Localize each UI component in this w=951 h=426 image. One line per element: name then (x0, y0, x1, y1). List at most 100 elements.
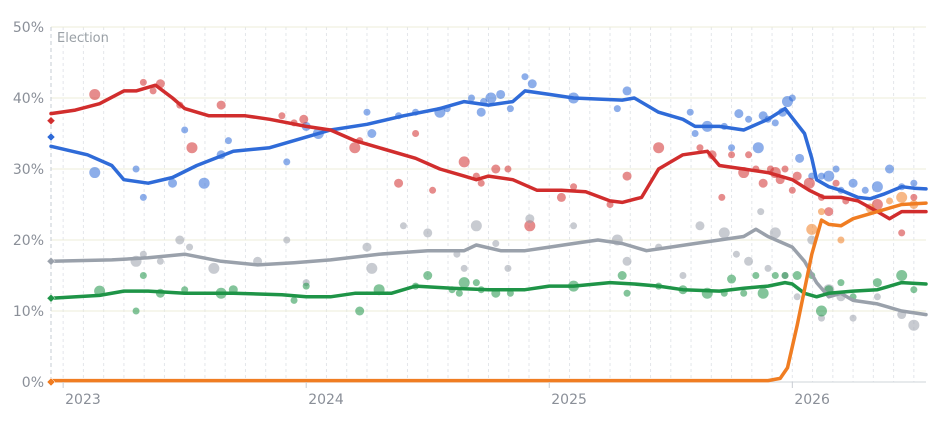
poll-point (524, 220, 536, 232)
trend-line (49, 201, 928, 383)
poll-point (817, 172, 825, 180)
election-result-marker (46, 132, 56, 142)
poll-point (691, 130, 699, 137)
poll-point (872, 278, 882, 288)
poll-point (476, 107, 486, 117)
poll-point (745, 151, 753, 159)
x-tick-label: 2026 (794, 392, 830, 408)
poll-point (506, 105, 514, 113)
poll-point (686, 108, 694, 116)
y-tick-label: 30% (13, 162, 44, 178)
election-result-marker (46, 293, 56, 303)
trend-line (49, 227, 928, 317)
y-tick-label: 50% (13, 20, 44, 36)
poll-point (89, 88, 101, 100)
trend-line (49, 280, 928, 300)
poll-point (910, 179, 918, 187)
poll-point (556, 192, 566, 202)
poll-point (423, 271, 433, 280)
poll-point (491, 164, 501, 174)
poll-point (832, 179, 840, 187)
poll-point (470, 220, 482, 232)
poll-point (278, 112, 286, 120)
poll-point (873, 293, 881, 301)
poll-point (399, 222, 407, 230)
poll-point (861, 186, 869, 194)
poll-point (728, 144, 736, 152)
poll-point (718, 227, 730, 239)
poll-point (885, 164, 895, 174)
poll-point (423, 228, 433, 238)
poll-point (570, 222, 578, 230)
poll-point (283, 158, 291, 166)
poll-point (477, 179, 485, 187)
poll-point (806, 223, 818, 235)
poll-point (803, 177, 815, 189)
poll-point (910, 286, 918, 294)
poll-point (139, 78, 147, 86)
poll-point (871, 199, 883, 210)
poll-point (617, 271, 627, 280)
poll-point (570, 183, 578, 191)
poll-point (910, 193, 918, 201)
poll-point (485, 92, 497, 104)
poll-point (458, 277, 470, 289)
x-tick-label: 2025 (551, 392, 587, 408)
poll-point (815, 305, 827, 317)
poll-point (198, 177, 210, 189)
poll-point (757, 208, 765, 216)
poll-point (744, 256, 754, 266)
poll-point (781, 165, 789, 173)
axis-labels: 0% 10% 20% 30% 40% 50% 2023 2024 2025 2026 (13, 20, 830, 408)
poll-point (792, 171, 802, 181)
poll-point (175, 235, 185, 245)
poll-point (156, 257, 164, 265)
poll-point (837, 279, 845, 287)
trend-lines (49, 83, 928, 383)
poll-point (758, 178, 768, 188)
poll-point (769, 227, 781, 239)
poll-point (732, 250, 740, 258)
poll-point (752, 272, 760, 279)
poll-point (186, 142, 198, 154)
poll-point (886, 197, 894, 205)
poll-point (764, 264, 772, 272)
poll-point (467, 94, 475, 102)
election-result-marker (46, 116, 56, 126)
poll-point (679, 272, 687, 279)
poll-point (898, 229, 906, 237)
poll-point (139, 193, 147, 201)
poll-point (871, 181, 883, 193)
poll-point (186, 243, 194, 251)
poll-point (290, 296, 298, 304)
poll-point (283, 236, 291, 244)
poll-point (181, 126, 189, 134)
poll-point (695, 221, 705, 231)
x-tick-label: 2023 (65, 392, 101, 408)
y-tick-label: 10% (13, 304, 44, 320)
poll-point (412, 130, 420, 137)
poll-point (168, 178, 178, 188)
poll-point (792, 271, 802, 280)
poll-point (394, 178, 404, 188)
poll-point (771, 272, 779, 279)
poll-point (299, 114, 309, 124)
poll-point (771, 119, 779, 127)
poll-point (458, 156, 470, 168)
poll-point (622, 86, 632, 96)
poll-point (696, 144, 704, 152)
poll-point (752, 142, 764, 154)
poll-point (525, 214, 535, 224)
poll-point (349, 142, 361, 154)
poll-point (208, 262, 220, 274)
poll-point (781, 272, 789, 279)
poll-point (848, 178, 858, 188)
poll-point (727, 274, 737, 284)
poll-point (788, 186, 796, 194)
poll-point (132, 165, 140, 173)
poll-point (460, 264, 468, 272)
trend-line (49, 83, 928, 221)
poll-point (302, 282, 310, 290)
poll-point (757, 287, 769, 299)
poll-point (139, 250, 147, 258)
